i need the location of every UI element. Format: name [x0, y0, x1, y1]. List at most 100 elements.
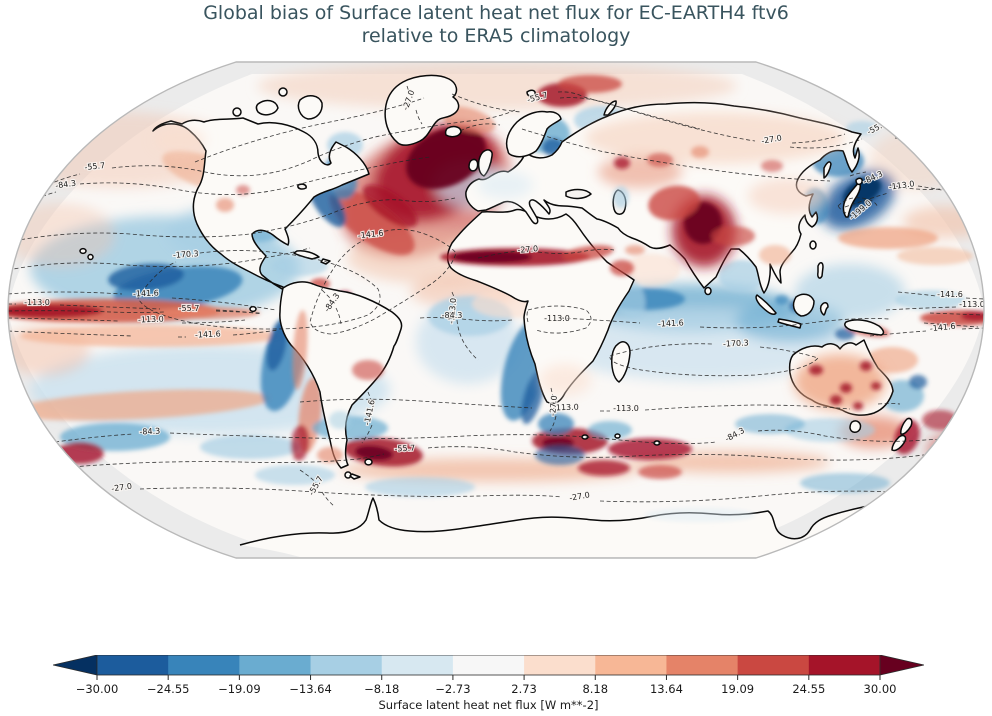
contour-label: -84.3 [139, 426, 160, 436]
contour-label: -113.0 [544, 314, 570, 323]
colorbar-tick: −8.18 [364, 682, 400, 696]
contour-line [419, 317, 513, 322]
coastline-tasmania [849, 420, 862, 433]
colorbar-tick: 2.73 [511, 682, 537, 696]
coastline-borneo [792, 293, 815, 317]
contour-line [8, 329, 279, 338]
contour-line [17, 91, 959, 199]
contour-line [929, 312, 984, 316]
contour-label: -113.0 [447, 298, 458, 324]
contour-line [299, 398, 901, 412]
coastline-new-zealand-north [900, 417, 913, 435]
colorbar-tick: −19.09 [218, 682, 261, 696]
coastline-hawaii [79, 247, 94, 261]
contour-label: -113.0 [553, 403, 579, 413]
contour-line [8, 291, 277, 311]
coastline-south-georgia [349, 473, 361, 480]
coastline-arctic-island [232, 87, 288, 117]
coastline-svalbard [526, 89, 536, 97]
colorbar-tick: 24.55 [792, 682, 826, 696]
contour-line [8, 317, 246, 324]
contour-label: -141.6 [937, 290, 963, 299]
coastline-victoria-island [255, 99, 279, 116]
colorbar-bar [52, 654, 925, 680]
contour-label: -55.7 [179, 304, 200, 313]
contour-line [837, 197, 879, 217]
coastline-greenland [384, 74, 460, 146]
contour-label: -141.6 [195, 329, 221, 339]
contour-label: -141.6 [929, 322, 956, 334]
contour-line [559, 317, 891, 329]
contour-label: -170.3 [723, 338, 749, 348]
coastline-black-sea [565, 188, 592, 200]
colorbar-tick: 13.64 [649, 682, 683, 696]
coastline-sulawesi [819, 302, 829, 316]
colorbar-tick: −24.55 [146, 682, 190, 696]
colorbar-tick: −13.64 [289, 682, 332, 696]
contour-line [361, 391, 375, 444]
title-line2: relative to ERA5 climatology [361, 25, 631, 47]
contour-line [923, 322, 979, 328]
contour-label: -113.0 [613, 404, 639, 413]
colorbar-tick: 8.18 [582, 682, 609, 696]
contour-label: -27.0 [548, 395, 559, 416]
contour-line [897, 291, 984, 300]
contour-label: -84.3 [442, 311, 463, 320]
coastline-novaya-zemlya [603, 100, 617, 116]
coastline-baffin-island [297, 95, 323, 120]
contour-line [59, 446, 971, 469]
contour-label: -141.6 [133, 289, 159, 299]
contour-line [321, 289, 342, 325]
coastline-taiwan [809, 240, 817, 250]
coastline-north-america [152, 117, 370, 293]
contour-line [869, 327, 984, 337]
coastline-cuba [293, 250, 320, 260]
contour-line [8, 303, 261, 314]
coastline-philippines [817, 262, 824, 279]
contour-line [549, 387, 557, 432]
antarctica-fill [240, 493, 968, 557]
contour-line [526, 305, 592, 334]
colorbar-tick: −30.00 [75, 682, 119, 696]
contour-line [299, 469, 335, 507]
coastline-great-lakes [297, 183, 307, 190]
contour-line [8, 247, 311, 271]
coastline-sri-lanka [704, 286, 712, 296]
contour-label: -27.0 [517, 244, 538, 255]
climatology-contours [8, 85, 984, 507]
coastline-scandinavia [505, 110, 562, 158]
contour-line [8, 309, 263, 315]
contour-line [885, 306, 957, 311]
colorbar-tick: 30.00 [863, 682, 897, 696]
figure-title: Global bias of Surface latent heat net f… [0, 2, 992, 48]
contour-label: -141.6 [658, 318, 684, 328]
colorbar-label: Surface latent heat net flux [W m**-2] [378, 698, 599, 712]
contour-line [309, 229, 457, 335]
colorbar-tick: −2.73 [435, 682, 471, 696]
contour-line [609, 343, 819, 377]
contour-line [137, 250, 381, 330]
coastline-java [777, 318, 802, 329]
contour-label: -113.0 [138, 315, 164, 325]
contour-label: -113.0 [24, 298, 50, 307]
contour-label: -113.0 [959, 300, 985, 309]
contour-label: -55.7 [394, 443, 415, 453]
contour-label: -141.6 [357, 229, 384, 241]
contour-label: -27.0 [111, 482, 133, 494]
colorbar-tick: 19.09 [721, 682, 755, 696]
coastline-hokkaido [855, 177, 863, 186]
coastline-galapagos [249, 305, 257, 313]
bias-field-land-crisp [216, 146, 881, 522]
coastline-new-guinea [844, 319, 885, 336]
contour-label: -84.3 [55, 179, 77, 191]
title-line1: Global bias of Surface latent heat net f… [203, 2, 789, 24]
coastline-antarctica [239, 492, 961, 546]
colorbar: −30.00 −24.55 −19.09 −13.64 −8.18 −2.73 2.73 8.… [52, 654, 925, 715]
contour-label: -55.7 [84, 161, 106, 172]
coastline-ireland [468, 158, 479, 172]
contour-label: -170.3 [173, 249, 199, 260]
coastline-sumatra [755, 294, 777, 316]
contour-line [451, 291, 479, 361]
